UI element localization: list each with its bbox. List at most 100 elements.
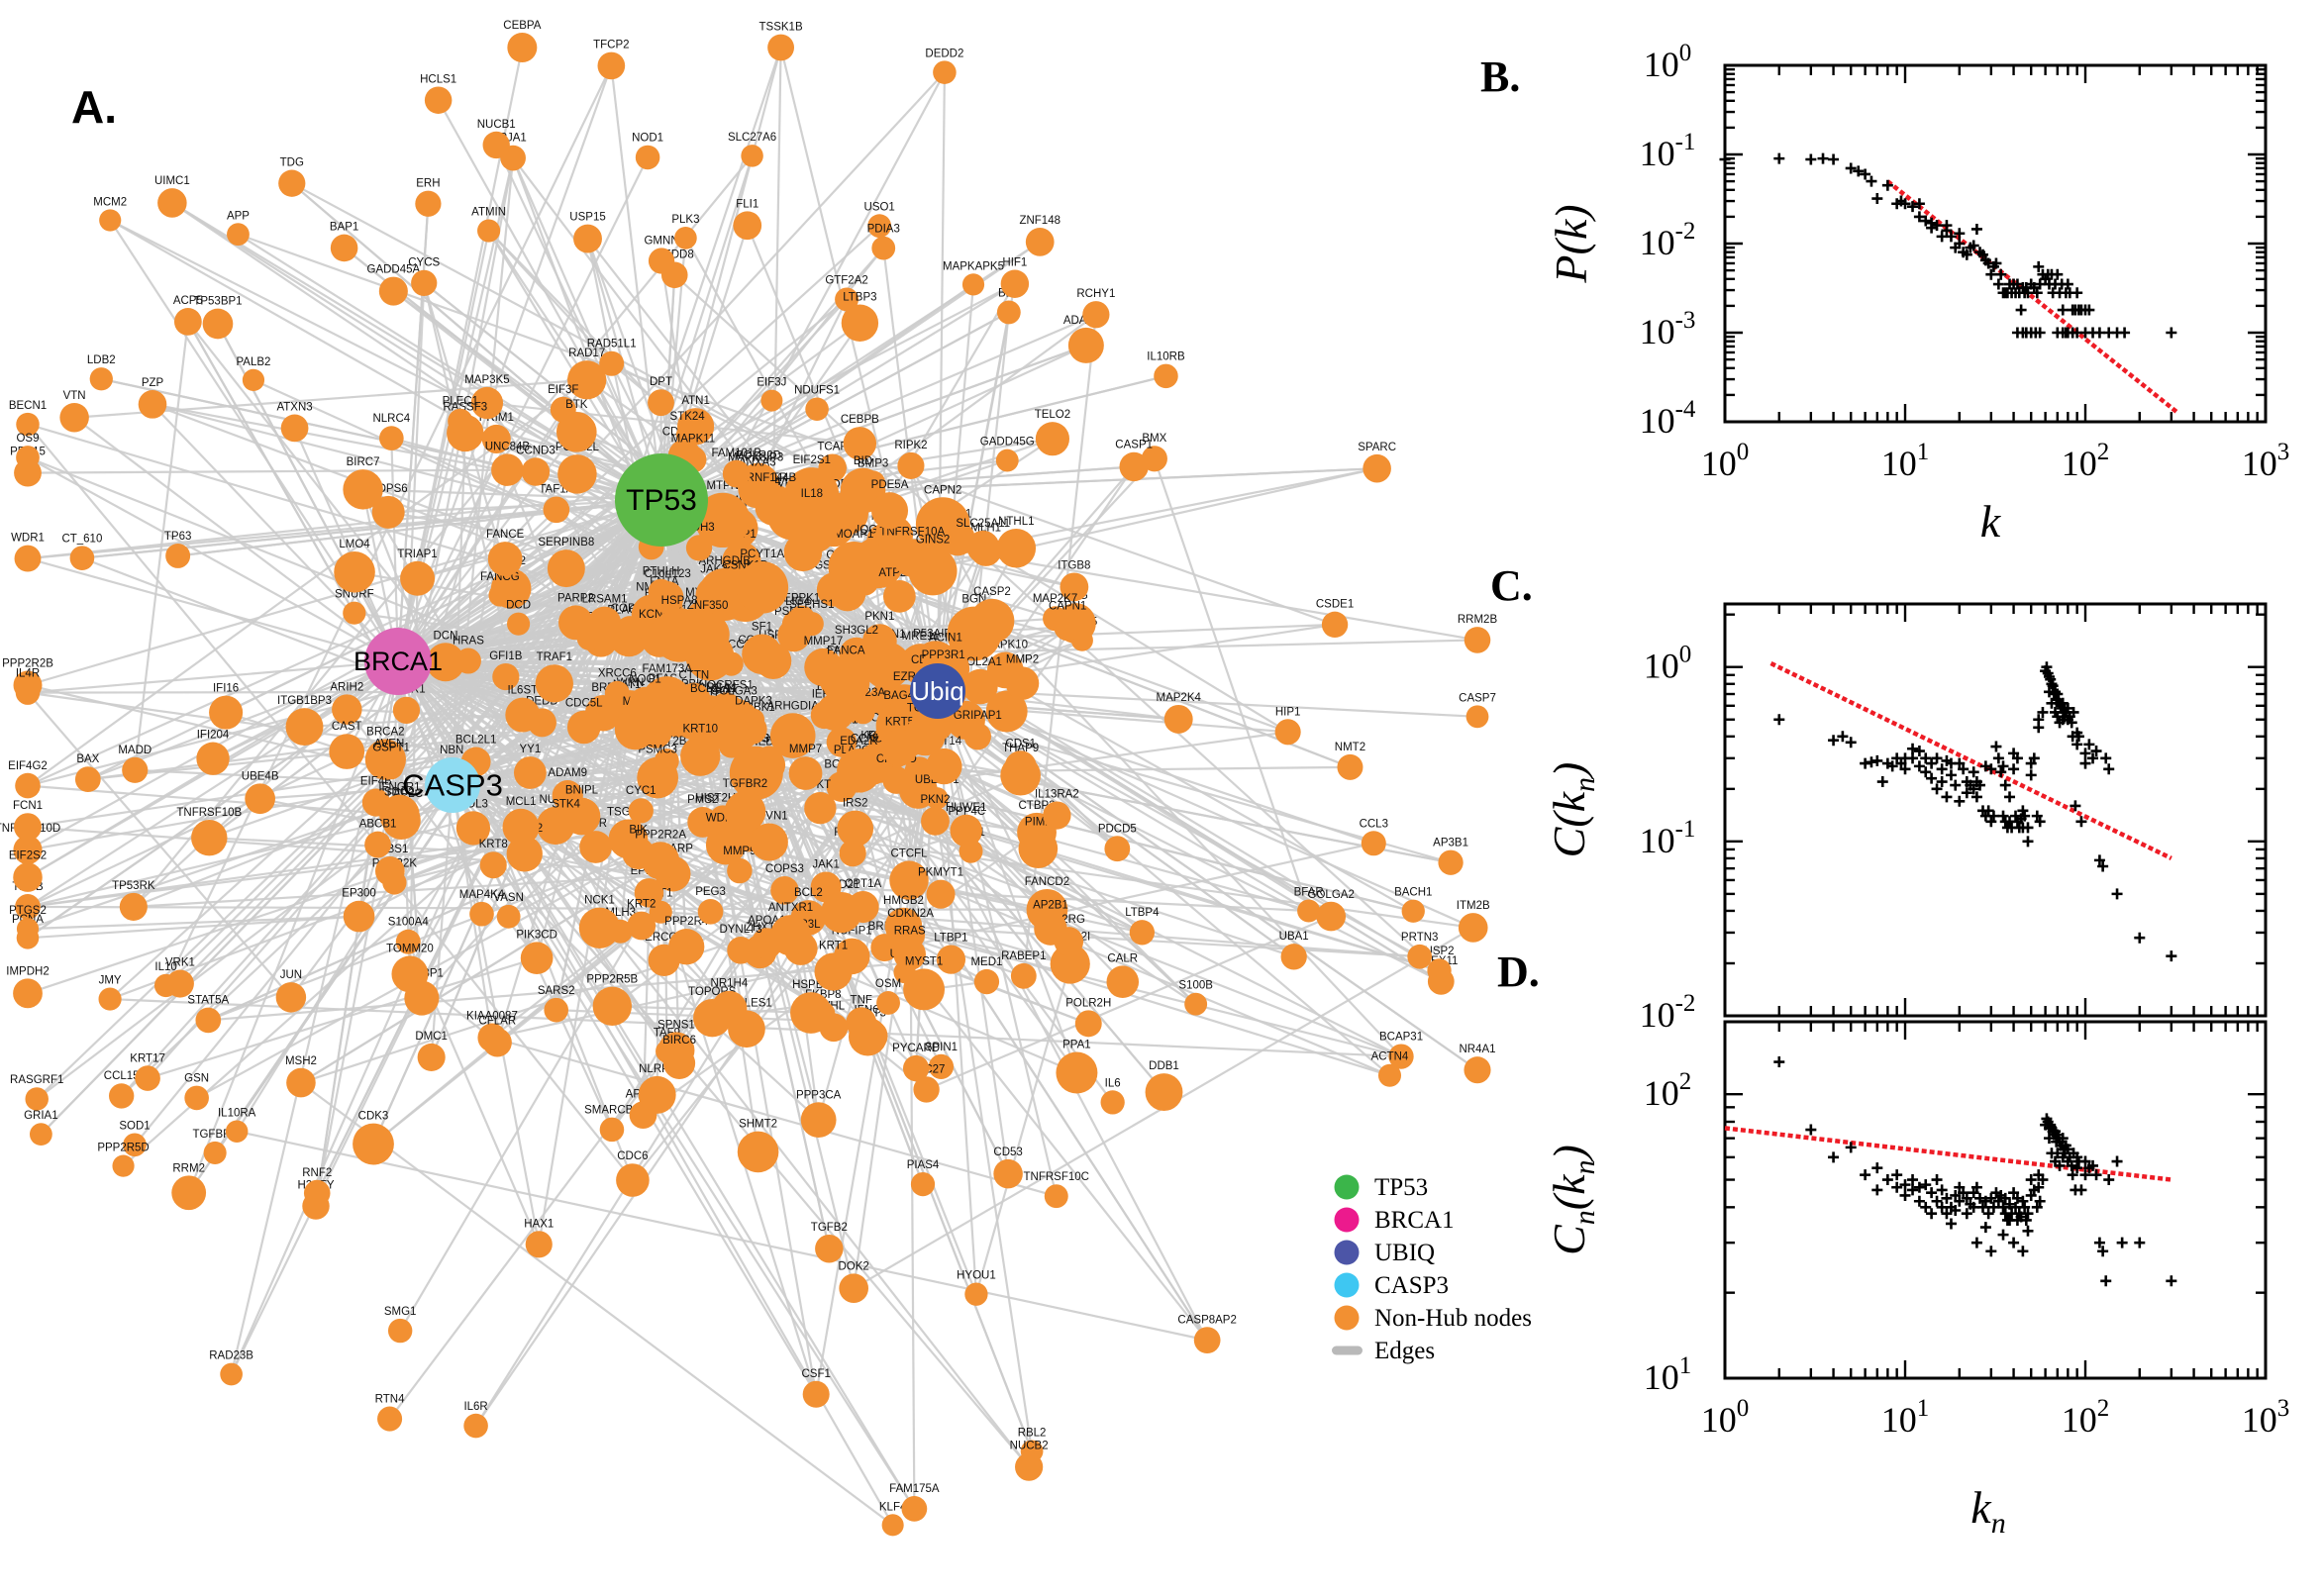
non-hub-node (790, 992, 832, 1034)
non-hub-node (1377, 1063, 1402, 1087)
non-hub-node (928, 1053, 955, 1080)
node-label: SLC27A6 (728, 132, 776, 144)
data-point (2031, 1201, 2043, 1213)
data-point (2079, 1155, 2091, 1167)
data-point (1926, 772, 1938, 784)
data-point (1913, 760, 1925, 772)
non-hub-node (173, 308, 202, 336)
node-label: JAK1 (812, 858, 840, 870)
non-hub-node (1056, 1051, 1098, 1094)
node-label: FAM175A (889, 1483, 940, 1495)
non-hub-node (727, 857, 753, 884)
node-label: HRAS (453, 636, 484, 648)
node-label: USP2 (1425, 946, 1455, 957)
node-label: CASP1 (1115, 440, 1153, 451)
node-label: PDE5A (871, 479, 909, 491)
non-hub-node (993, 1158, 1023, 1189)
node-label: USP15 (569, 212, 605, 224)
non-hub-node (89, 367, 113, 391)
data-point (1982, 805, 1994, 817)
non-hub-node (785, 501, 839, 554)
node-label: ATMIN (471, 206, 506, 218)
data-point (1961, 1192, 1972, 1204)
data-point (2022, 1208, 2034, 1220)
edge (393, 881, 634, 1181)
data-point (1990, 257, 2002, 269)
data-point (1954, 238, 1966, 249)
node-label: IL6R (463, 1401, 487, 1413)
edge (147, 499, 662, 1079)
non-hub-node (913, 1076, 940, 1103)
node-label: IL13RA2 (1035, 788, 1079, 800)
node-label: DPT (650, 376, 672, 388)
node-label: TP53RK (112, 880, 155, 892)
node-label: AP3B1 (1433, 838, 1468, 849)
data-point (1985, 816, 1997, 828)
tick-label: 102 (2062, 1395, 2110, 1440)
data-point (1970, 791, 1982, 803)
network-graph: TP53RKKIAA0087THAP9CDC14BSNURFDSG3NTHL1T… (0, 20, 1497, 1537)
non-hub-node (543, 496, 570, 524)
data-point (1999, 1192, 2011, 1204)
panel-a-letter: A. (71, 81, 117, 133)
data-point (1985, 1246, 1997, 1257)
node-label: SHMT2 (739, 1119, 777, 1131)
plot-frame (1723, 63, 2268, 424)
data-point (2022, 1225, 2034, 1237)
node-label: MED1 (970, 956, 1002, 968)
axis-ticks (1723, 63, 2268, 424)
node-label: CEBPA (503, 20, 541, 32)
data-point (2087, 752, 2099, 764)
node-label: SMG1 (384, 1306, 417, 1318)
node-label: TRIAP1 (397, 549, 437, 560)
data-point (1837, 731, 1849, 743)
node-label: ITGB8 (1058, 559, 1090, 571)
data-point (1961, 787, 1972, 799)
data-point (2070, 800, 2081, 812)
node-label: IL10 (154, 961, 176, 973)
node-label: NR4A1 (1459, 1044, 1495, 1055)
panel-c-letter: C. (1490, 561, 1533, 610)
non-hub-node (876, 991, 900, 1015)
node-label: PKN2 (920, 794, 950, 806)
node-label: BACH1 (1394, 887, 1432, 899)
non-hub-node (379, 794, 420, 836)
data-point (2071, 287, 2083, 299)
node-label: FAM173A (642, 663, 692, 675)
non-hub-node (926, 787, 949, 810)
non-hub-node (697, 899, 724, 925)
data-point (1913, 1195, 1925, 1207)
node-label: NDUFS1 (794, 384, 840, 396)
node-label: PZP (142, 377, 164, 389)
legend-label: Non-Hub nodes (1374, 1305, 1532, 1332)
edge (491, 1036, 1058, 1198)
node-label: BCL2 (794, 887, 823, 899)
node-label: UBE4B (242, 770, 279, 782)
non-hub-node (579, 831, 612, 863)
node-label: VRK1 (165, 957, 195, 969)
data-point (2166, 1275, 2177, 1287)
node-label: ITM2B (1457, 900, 1490, 912)
data-point (2072, 731, 2084, 743)
data-point (2083, 304, 2095, 316)
node-label: ERH (416, 178, 440, 190)
edge (397, 660, 792, 937)
data-point (1899, 763, 1911, 775)
non-hub-node (1004, 750, 1037, 783)
non-hub-node (846, 1007, 877, 1039)
data-point (1805, 153, 1817, 165)
non-hub-node (1010, 962, 1037, 989)
non-hub-node (547, 549, 585, 588)
non-hub-node (695, 492, 751, 549)
non-hub-node (184, 1085, 209, 1111)
data-point (2008, 1237, 2020, 1248)
non-hub-node (826, 727, 858, 757)
tick-label: 103 (2242, 1395, 2290, 1440)
edge (610, 65, 663, 501)
edge (659, 499, 828, 888)
non-hub-node (648, 389, 674, 417)
non-hub-node (191, 819, 228, 856)
non-hub-node (332, 694, 362, 725)
tick-label: 10-1 (1640, 816, 1696, 860)
data-point (2119, 327, 2131, 339)
